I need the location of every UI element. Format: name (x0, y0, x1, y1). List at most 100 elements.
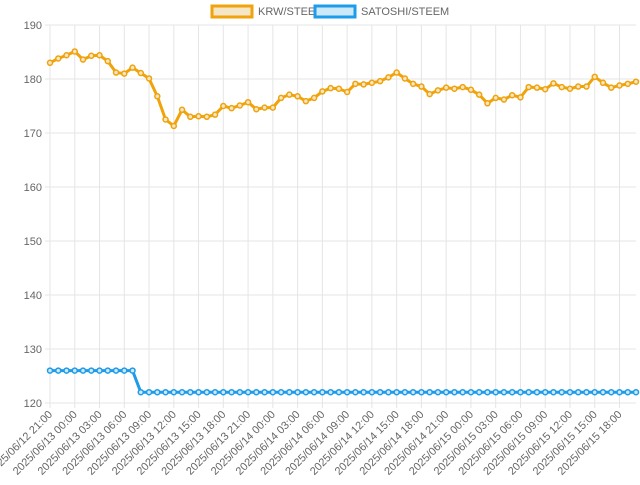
data-point (566, 388, 574, 396)
data-point (253, 105, 260, 113)
data-point (508, 91, 516, 99)
data-point (442, 388, 450, 396)
data-point (319, 388, 326, 396)
data-point (129, 64, 136, 71)
data-point (203, 113, 211, 121)
y-tick-label: 120 (24, 398, 42, 410)
data-point (360, 81, 367, 88)
data-point (533, 84, 541, 91)
data-point (211, 111, 219, 118)
data-point (599, 388, 607, 396)
data-point (195, 113, 202, 120)
data-point (442, 84, 450, 91)
data-point (533, 388, 541, 396)
data-point (459, 83, 466, 91)
data-point (558, 83, 565, 91)
data-point (269, 388, 277, 396)
data-point (616, 82, 623, 89)
data-point (96, 51, 103, 59)
y-tick-label: 130 (24, 344, 42, 356)
data-point (55, 367, 62, 374)
data-point (104, 367, 112, 374)
legend-swatch (313, 4, 357, 19)
y-tick-label: 170 (24, 128, 42, 140)
data-point (434, 87, 442, 94)
data-point (335, 85, 343, 92)
data-point (236, 388, 244, 396)
data-point (327, 388, 334, 396)
data-point (616, 388, 623, 396)
data-point (352, 388, 359, 396)
data-point (129, 367, 136, 374)
data-point (46, 59, 54, 67)
data-point (484, 100, 491, 107)
data-point (409, 388, 417, 396)
data-point (409, 80, 417, 88)
data-point (228, 388, 235, 396)
data-point (178, 106, 186, 114)
data-point (352, 80, 359, 88)
data-point (418, 388, 425, 396)
data-point (63, 51, 70, 59)
data-point (71, 48, 79, 55)
data-point (591, 73, 598, 81)
data-point (574, 388, 582, 396)
data-point (525, 388, 532, 396)
data-point (335, 388, 343, 396)
data-point (104, 57, 112, 65)
data-point (467, 388, 475, 396)
data-point (261, 104, 268, 111)
data-point (228, 104, 235, 112)
data-point (517, 94, 524, 101)
data-point (137, 388, 145, 396)
data-point (203, 388, 211, 396)
series-line (50, 369, 636, 394)
data-point (294, 388, 301, 396)
data-point (360, 388, 367, 396)
data-point (79, 56, 87, 63)
legend-label: KRW/STEEM (258, 6, 324, 18)
data-point (121, 70, 128, 77)
data-point (558, 388, 565, 396)
data-point (517, 388, 524, 396)
data-point (583, 388, 590, 396)
data-point (154, 93, 161, 100)
data-point (310, 94, 318, 102)
data-point (500, 388, 508, 396)
data-point (170, 388, 178, 396)
data-point (566, 85, 574, 92)
data-point (88, 367, 95, 374)
data-point (385, 388, 392, 396)
data-point (277, 94, 285, 102)
data-point (294, 93, 301, 100)
data-point (277, 388, 285, 396)
data-point (211, 388, 219, 396)
y-tick-label: 150 (24, 236, 42, 248)
data-point (269, 104, 277, 111)
data-point (624, 388, 631, 396)
data-point (302, 97, 310, 105)
data-point (310, 388, 318, 396)
data-point (418, 83, 425, 90)
y-tick-label: 160 (24, 182, 42, 194)
data-point (550, 80, 557, 87)
data-point (459, 388, 466, 396)
data-point (426, 388, 433, 396)
data-point (376, 388, 384, 396)
data-point (574, 83, 582, 90)
data-point (286, 91, 293, 98)
data-point (401, 75, 409, 82)
y-tick-label: 140 (24, 290, 42, 302)
data-point (368, 79, 376, 87)
data-point (137, 69, 145, 77)
data-point (220, 388, 227, 396)
data-point (187, 388, 194, 396)
legend-label: SATOSHI/STEEM (361, 6, 449, 18)
legend-swatch (210, 4, 254, 19)
y-tick-label: 180 (24, 74, 42, 86)
data-point (244, 388, 252, 396)
data-point (96, 367, 103, 374)
data-point (525, 83, 532, 91)
data-point (607, 388, 615, 396)
